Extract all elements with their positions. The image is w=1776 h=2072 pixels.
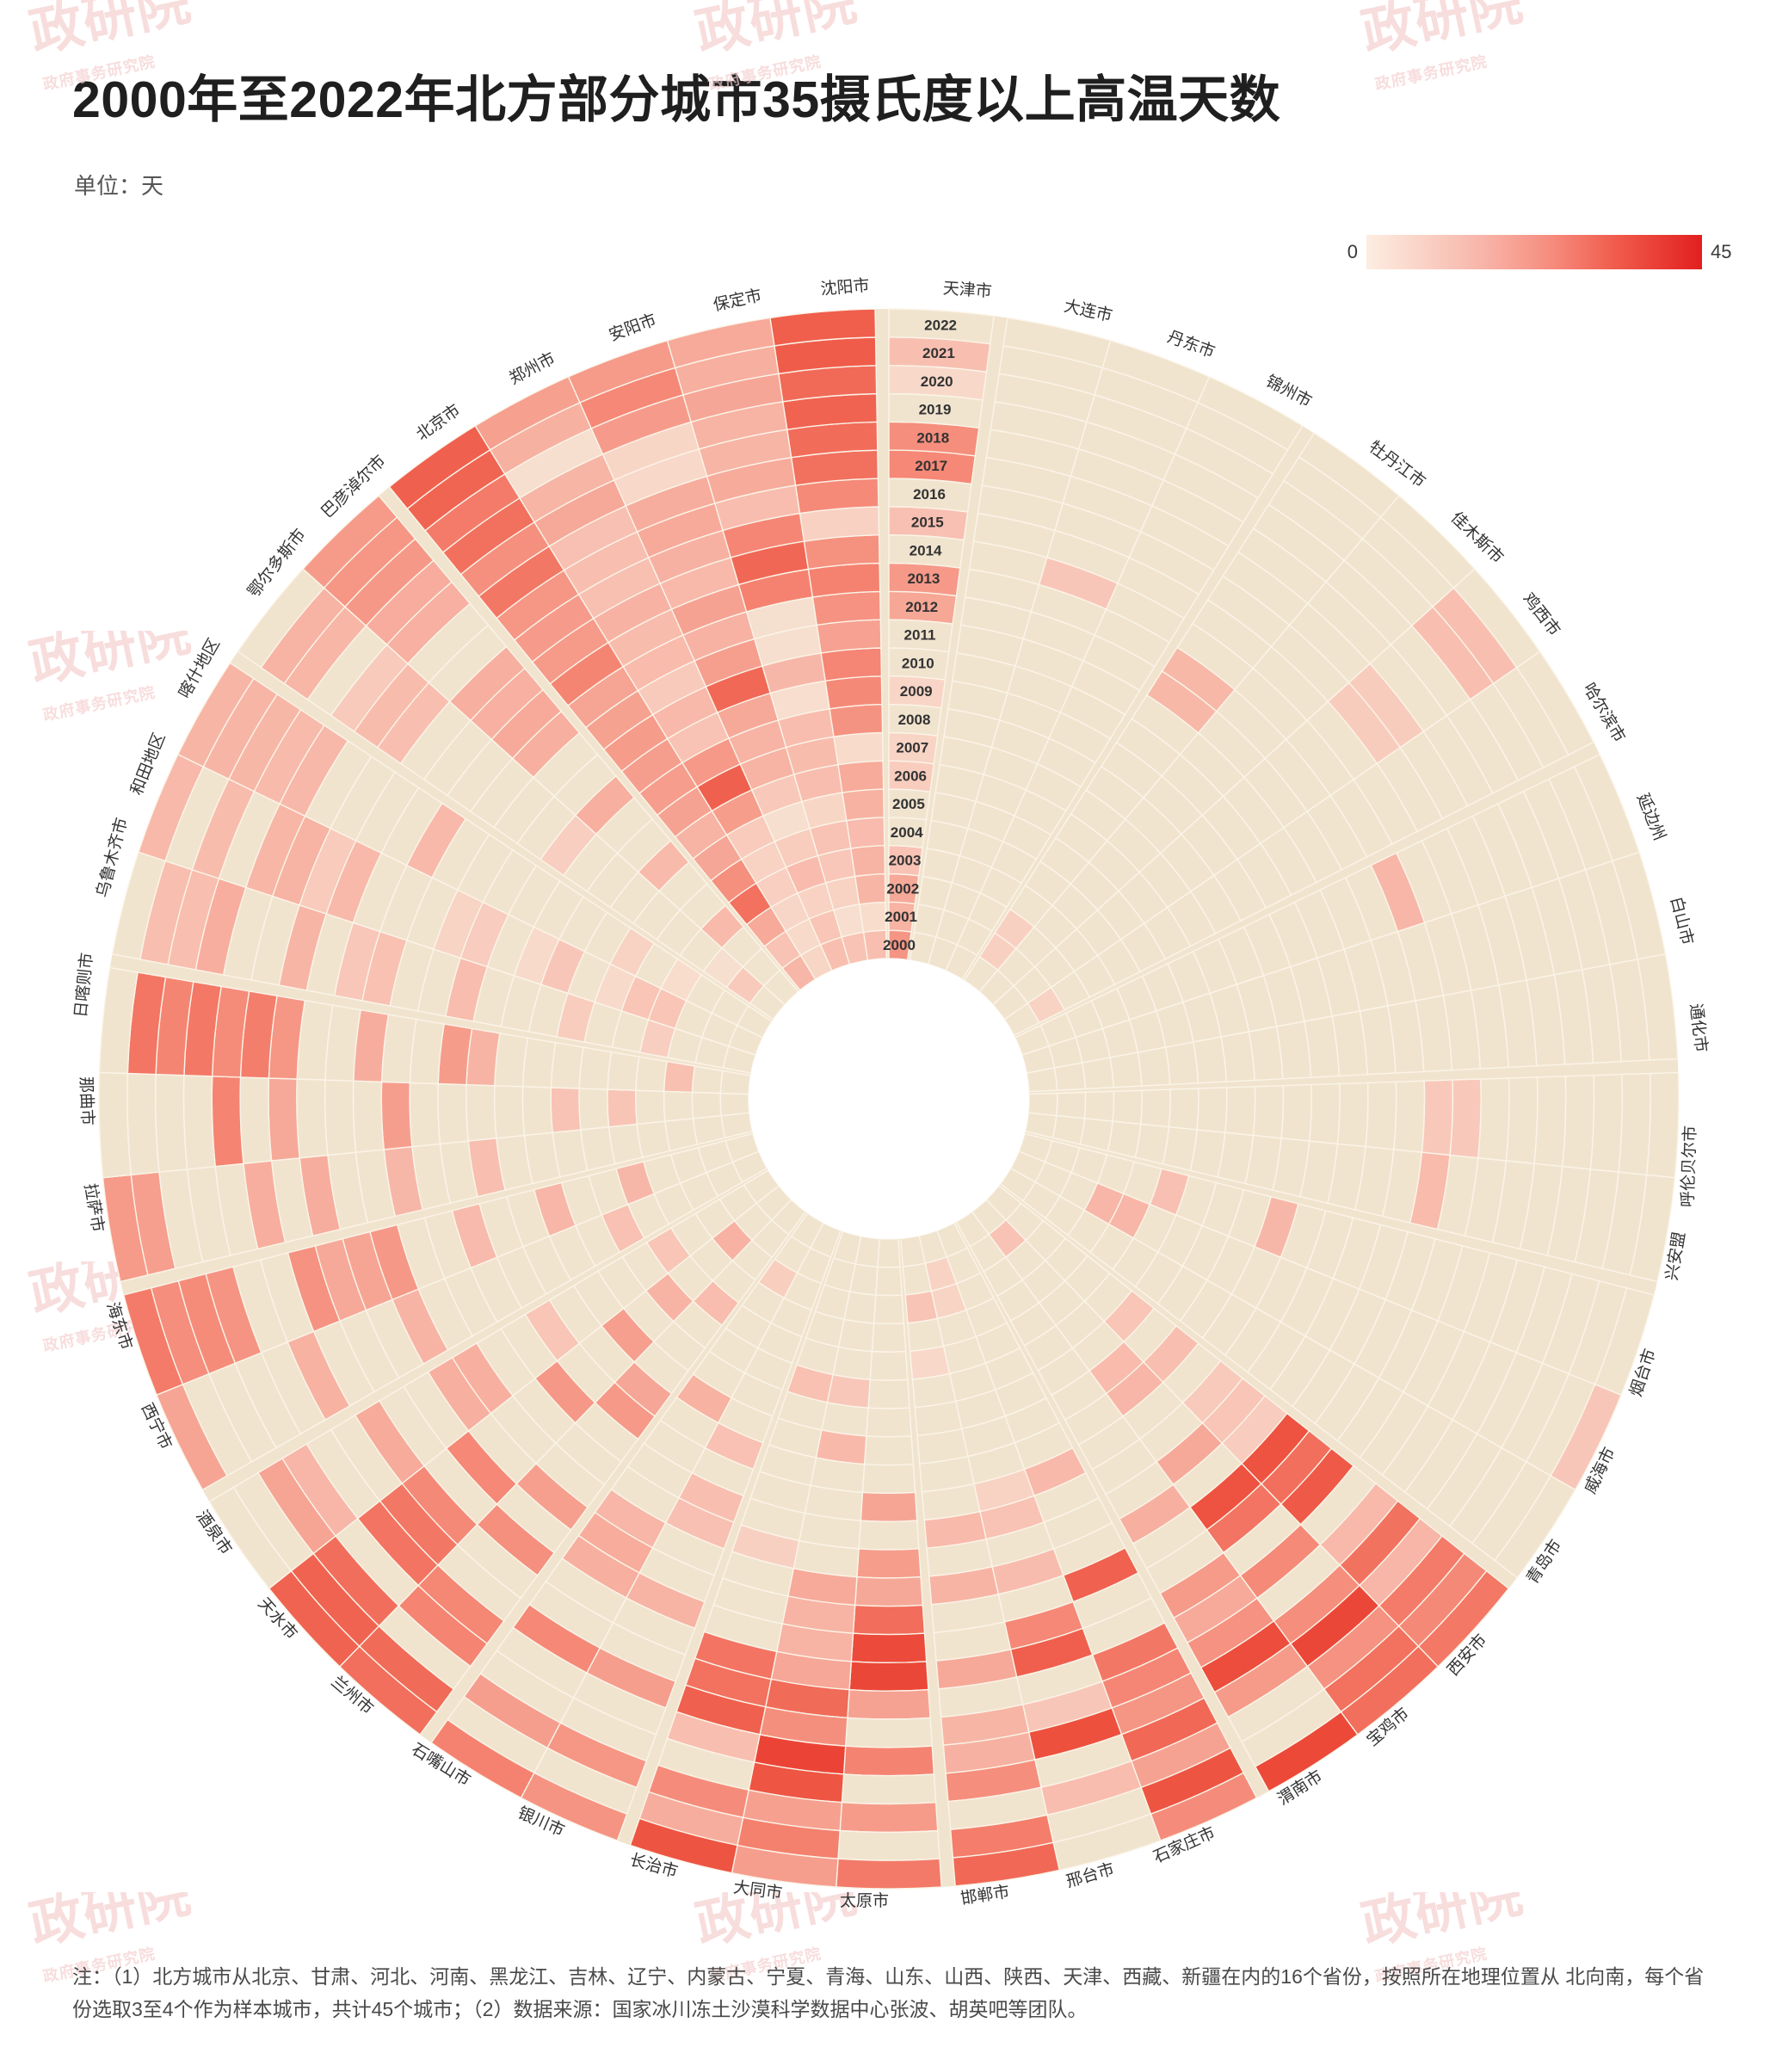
svg-text:2004: 2004 [891,824,923,841]
svg-text:2013: 2013 [907,570,940,587]
svg-text:2010: 2010 [902,656,934,672]
svg-text:2000: 2000 [883,937,916,953]
svg-text:2006: 2006 [894,768,927,785]
svg-text:2007: 2007 [896,740,928,756]
svg-text:天津市: 天津市 [942,279,992,301]
svg-text:2002: 2002 [886,881,919,897]
svg-text:那曲市: 那曲市 [77,1076,97,1126]
svg-text:2003: 2003 [889,853,922,869]
svg-text:2012: 2012 [905,599,938,615]
svg-text:0: 0 [1347,241,1358,262]
svg-text:呼伦贝尔市: 呼伦贝尔市 [1678,1125,1699,1208]
svg-text:2015: 2015 [911,515,944,531]
svg-text:2005: 2005 [892,796,925,812]
svg-text:2019: 2019 [919,402,952,418]
svg-text:2018: 2018 [916,429,949,446]
svg-text:2017: 2017 [915,458,947,474]
svg-text:2008: 2008 [898,712,931,728]
svg-text:2011: 2011 [904,627,936,644]
svg-text:2020: 2020 [921,373,953,390]
svg-text:2001: 2001 [885,909,917,925]
svg-text:2014: 2014 [910,542,942,558]
svg-text:太原市: 太原市 [840,1891,889,1910]
svg-text:2021: 2021 [922,345,955,361]
svg-text:45: 45 [1711,241,1731,262]
svg-text:2016: 2016 [913,486,946,503]
svg-text:2009: 2009 [900,683,933,700]
svg-text:2022: 2022 [924,317,957,333]
